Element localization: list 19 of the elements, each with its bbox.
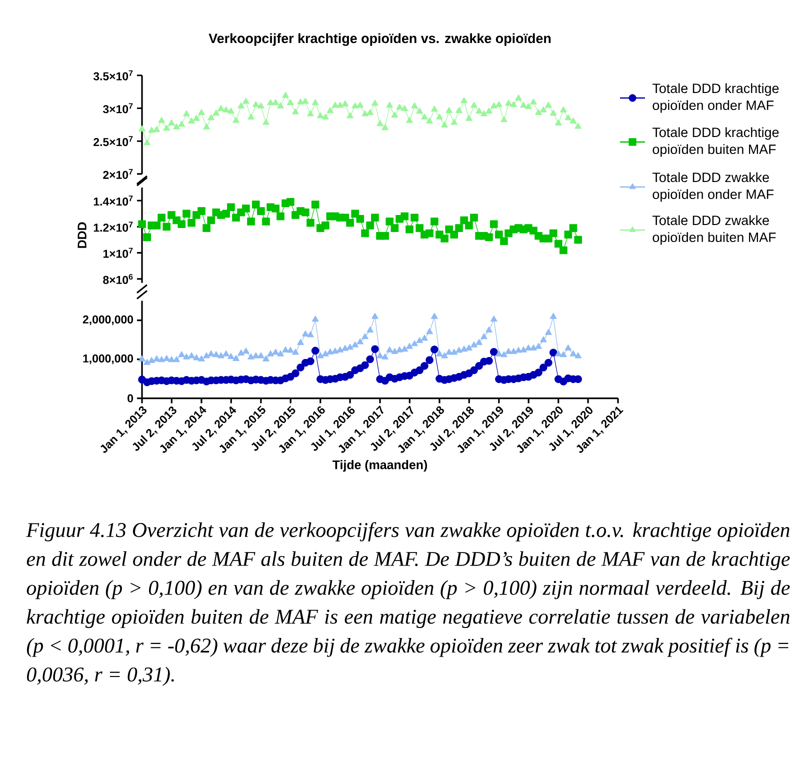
y-tick-label: 2.5×10$^{7}$ [94,136,133,146]
y-tick-label: 1,000,000 [83,354,134,364]
y-tick-label: 2×10$^{7}$ [103,169,133,179]
y-tick-label: 1.2×10$^{7}$ [94,222,133,232]
legend-label: Totale DDD zwakke opioïden onder MAF [652,172,774,202]
y-tick-label: 3.5×10$^{7}$ [93,70,133,80]
y-tick-label: 2,000,000 [82,315,134,326]
y-tick-label: 8×10$^{6}$ [103,274,133,284]
text: Figuur 4.13 Overzicht van de verkoopcijfers van zwakke opioïden t.o.v. krachtige opioïden en dit zowel onder de MAF als buiten de MAF. De DDD’s buiten de MAF van de krachtige opioïden (p > 0,100) en van de zwakke opioïden (p > 0,100) zijn normaal verdeeld. Bij de krachtige opioïden buiten de MAF is een matige negatieve correlatie tussen de variabelen (p < 0,0001, r = -0,62) waar deze bij de zwakke opioïden zeer zwak tot zwak positief is (p = 0,0036, r = 0,31). [26,522,790,686]
legend-label: Totale DDD zwakke opioïden buiten MAF [652,215,776,245]
chart-title: Verkoopcijfer krachtige opioïden vs. zwakke opioïden [208,33,551,46]
y-tick-label: 1×10$^{7}$ [103,248,133,258]
legend-label: Totale DDD krachtige opioïden buiten MAF [652,127,779,157]
y-axis-title: DDD [78,222,86,248]
legend-label: Totale DDD krachtige opioïden onder MAF [652,83,779,113]
x-axis-title: Tijde (maanden) [332,460,428,472]
y-tick-label: 1.4×10$^{7}$ [94,196,133,206]
y-tick-label: 0 [128,394,134,402]
y-tick-label: 3×10$^{7}$ [102,103,133,114]
